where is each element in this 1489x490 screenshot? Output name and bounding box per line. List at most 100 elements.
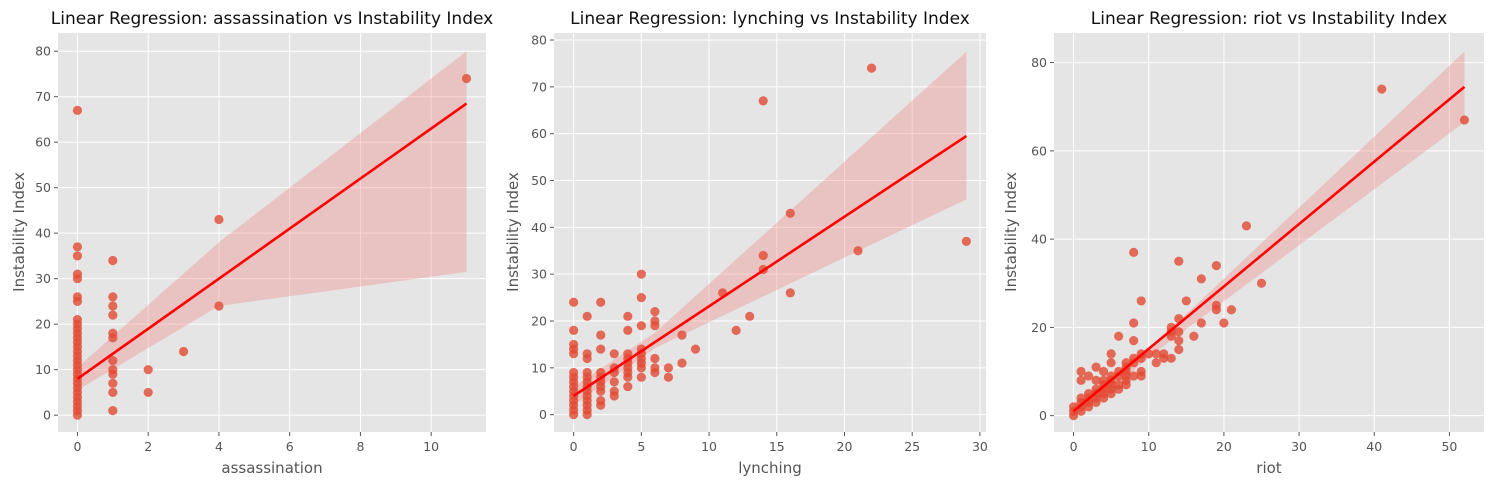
y-tick-label: 0 bbox=[43, 408, 51, 423]
scatter-points bbox=[569, 63, 971, 420]
data-point bbox=[596, 297, 606, 307]
data-point bbox=[1129, 371, 1139, 381]
data-point bbox=[677, 330, 687, 340]
y-tick-label: 60 bbox=[1031, 143, 1047, 158]
data-point bbox=[1151, 358, 1161, 368]
data-point bbox=[623, 311, 633, 321]
regression-line bbox=[572, 134, 968, 398]
data-point bbox=[1174, 344, 1184, 355]
panel-assassination: 0 2 4 6 8 10 0 10 20 30 40 50 60 70 80 Linear Regress… bbox=[10, 9, 493, 477]
data-point bbox=[108, 328, 118, 338]
data-point bbox=[582, 349, 592, 359]
data-point bbox=[1099, 375, 1109, 385]
data-point bbox=[1219, 318, 1229, 328]
data-point bbox=[108, 378, 118, 388]
y-tick-label: 10 bbox=[35, 362, 51, 377]
x-axis-label: riot bbox=[1256, 459, 1282, 477]
data-point bbox=[108, 292, 118, 302]
data-point bbox=[569, 339, 579, 350]
data-point bbox=[1241, 221, 1252, 231]
data-point bbox=[1091, 362, 1101, 372]
y-tick-label: 40 bbox=[35, 226, 51, 241]
data-point bbox=[1151, 349, 1161, 359]
y-tick-label: 40 bbox=[1031, 232, 1047, 247]
data-point bbox=[108, 310, 118, 320]
data-point bbox=[623, 381, 633, 392]
data-point bbox=[1211, 300, 1221, 310]
x-tick-labels: 0 5 10 15 20 25 30 bbox=[570, 432, 988, 454]
data-point bbox=[1459, 115, 1470, 125]
x-axis-label: lynching bbox=[738, 459, 802, 477]
data-point bbox=[108, 301, 118, 311]
data-point bbox=[596, 330, 606, 340]
data-point bbox=[582, 311, 592, 321]
data-point bbox=[623, 349, 633, 359]
y-tick-label: 20 bbox=[1031, 320, 1047, 335]
x-tick-label: 10 bbox=[423, 439, 439, 454]
regression-line bbox=[1072, 85, 1466, 413]
data-point bbox=[731, 325, 741, 335]
data-point bbox=[72, 292, 83, 302]
data-point bbox=[1174, 336, 1184, 346]
data-point bbox=[461, 73, 472, 84]
scatter-points bbox=[1068, 84, 1470, 421]
chart-title: Linear Regression: assassination vs Inst… bbox=[51, 9, 493, 29]
y-tick-label: 20 bbox=[35, 317, 51, 332]
y-tick-label: 0 bbox=[539, 407, 547, 422]
x-tick-label: 4 bbox=[215, 439, 223, 454]
data-point bbox=[108, 406, 118, 416]
x-tick-label: 20 bbox=[1216, 439, 1232, 454]
y-tick-label: 80 bbox=[531, 33, 547, 48]
data-point bbox=[961, 236, 971, 246]
data-point bbox=[72, 269, 83, 279]
data-point bbox=[866, 63, 877, 73]
data-point bbox=[214, 214, 224, 225]
x-tick-labels: 0 10 20 30 40 50 bbox=[1070, 432, 1457, 454]
data-point bbox=[636, 292, 646, 303]
data-point bbox=[1114, 380, 1124, 390]
y-axis-label: Instability Index bbox=[504, 172, 522, 292]
y-tick-label: 30 bbox=[35, 271, 51, 286]
data-point bbox=[650, 363, 660, 373]
data-point bbox=[1106, 358, 1116, 368]
chart-title: Linear Regression: lynching vs Instabili… bbox=[570, 9, 970, 29]
x-tick-label: 50 bbox=[1441, 439, 1457, 454]
y-tick-label: 80 bbox=[1031, 55, 1047, 70]
data-point bbox=[1226, 305, 1237, 315]
y-axis-label: Instability Index bbox=[10, 172, 28, 292]
data-point bbox=[596, 396, 606, 406]
x-axis-label: assassination bbox=[221, 459, 322, 477]
data-point bbox=[623, 325, 633, 335]
data-point bbox=[1129, 336, 1139, 346]
x-tick-label: 10 bbox=[1141, 439, 1157, 454]
y-tick-label: 50 bbox=[35, 180, 51, 195]
data-point bbox=[108, 355, 118, 366]
data-point bbox=[663, 372, 674, 382]
y-tick-label: 60 bbox=[35, 135, 51, 150]
y-tick-label: 0 bbox=[1039, 408, 1047, 423]
x-tick-label: 0 bbox=[1070, 439, 1078, 454]
x-tick-label: 0 bbox=[570, 439, 578, 454]
y-tick-label: 50 bbox=[531, 173, 547, 188]
data-point bbox=[1106, 349, 1116, 359]
grid bbox=[58, 33, 486, 432]
data-point bbox=[143, 387, 153, 398]
data-point bbox=[72, 315, 83, 325]
data-point bbox=[1091, 375, 1101, 385]
panel-riot: 0 10 20 30 40 50 0 20 40 60 80 Linear Regression:… bbox=[1002, 9, 1484, 477]
y-tick-label: 30 bbox=[531, 267, 547, 282]
x-tick-label: 5 bbox=[637, 439, 645, 454]
data-point bbox=[214, 301, 224, 311]
scatter-points bbox=[72, 73, 472, 420]
data-point bbox=[582, 367, 592, 378]
x-tick-label: 10 bbox=[701, 439, 717, 454]
data-point bbox=[72, 242, 83, 252]
data-point bbox=[108, 365, 118, 375]
data-point bbox=[1181, 296, 1191, 306]
data-point bbox=[1114, 331, 1124, 341]
x-tick-label: 8 bbox=[356, 439, 364, 454]
grid bbox=[1054, 33, 1484, 432]
y-tick-label: 60 bbox=[531, 126, 547, 141]
x-tick-label: 6 bbox=[286, 439, 294, 454]
confidence-band bbox=[77, 51, 467, 391]
